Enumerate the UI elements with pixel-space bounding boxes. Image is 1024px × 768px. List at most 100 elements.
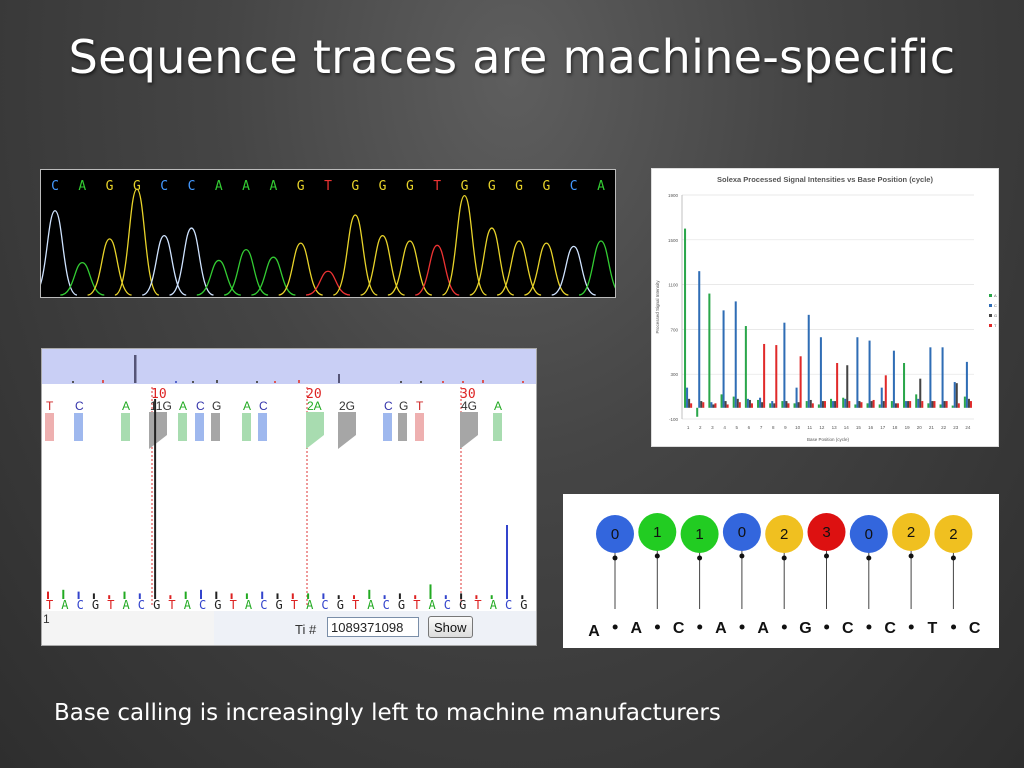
flowgram-footer-left bbox=[42, 611, 214, 645]
bar-A bbox=[744, 326, 747, 408]
bar-C bbox=[844, 398, 847, 408]
x-tick-label: 5 bbox=[735, 425, 738, 430]
bar-C bbox=[892, 350, 895, 408]
colorspace-base: C bbox=[842, 620, 854, 637]
bar-C bbox=[917, 398, 920, 408]
x-axis-label: Base Position (cycle) bbox=[807, 437, 850, 442]
flowgram-top-call: 4G bbox=[461, 399, 477, 413]
flowgram-homopolymer-wedge bbox=[306, 412, 324, 449]
flowgram-call-box bbox=[383, 413, 392, 441]
flowgram-top-call: C bbox=[75, 399, 84, 413]
bar-G bbox=[797, 402, 800, 408]
color-space-svg: 0 1 1 0 2 3 0 2 2 A A C A A G C C T C bbox=[588, 513, 981, 640]
bar-T bbox=[690, 403, 693, 408]
chromatogram-base-call: C bbox=[160, 179, 168, 194]
colorspace-base: C bbox=[673, 620, 685, 637]
chromatogram-peak bbox=[251, 256, 296, 296]
flow-signal-bar bbox=[245, 593, 248, 599]
bar-A bbox=[915, 394, 918, 408]
overview-tick bbox=[175, 381, 177, 383]
x-tick-label: 13 bbox=[832, 425, 838, 430]
legend-swatch bbox=[989, 324, 992, 327]
bar-T bbox=[836, 363, 839, 408]
bar-C bbox=[734, 301, 737, 408]
colorspace-circle bbox=[596, 515, 634, 553]
flow-signal-bar bbox=[108, 595, 111, 599]
flowgram-call-box bbox=[121, 413, 130, 441]
colorspace-circle bbox=[934, 515, 973, 553]
flow-signal-bar bbox=[506, 525, 508, 599]
x-tick-label: 3 bbox=[711, 425, 714, 430]
bar-A bbox=[903, 363, 906, 408]
flowgram-sequence-base: C bbox=[260, 598, 267, 612]
chromatogram-peak bbox=[223, 248, 269, 296]
chromatogram-peak bbox=[196, 259, 241, 296]
flowgram-sequence-base: T bbox=[168, 598, 175, 612]
flowgram-sequence-base: T bbox=[230, 598, 237, 612]
colorspace-join-dot bbox=[781, 624, 787, 630]
colorspace-digit: 1 bbox=[653, 524, 661, 541]
colorspace-digit: 0 bbox=[738, 524, 746, 541]
bar-G bbox=[736, 398, 739, 408]
bar-A bbox=[878, 404, 881, 408]
chromatogram-base-call: A bbox=[269, 179, 277, 194]
flowgram-call-box bbox=[242, 413, 251, 441]
flowgram-call-box bbox=[258, 413, 267, 441]
chromatogram-base-call: A bbox=[78, 179, 86, 194]
colorspace-base: T bbox=[928, 620, 938, 637]
bar-G bbox=[809, 399, 812, 408]
overview-tick bbox=[256, 381, 258, 383]
flowgram-sequence-base: C bbox=[505, 598, 512, 612]
solexa-chart-svg: Solexa Processed Signal Intensities vs B… bbox=[655, 175, 997, 442]
x-tick-label: 4 bbox=[723, 425, 726, 430]
chromatogram-peak bbox=[278, 242, 323, 296]
flowgram-index-label: 1 bbox=[43, 612, 50, 626]
flowgram-sequence-base: T bbox=[46, 598, 53, 612]
colorspace-dot bbox=[781, 555, 787, 561]
bar-C bbox=[941, 347, 944, 408]
bar-T bbox=[860, 402, 863, 408]
bar-T bbox=[823, 401, 826, 408]
flowgram-sequence-base: T bbox=[107, 598, 114, 612]
flow-signal-bar bbox=[92, 593, 95, 599]
colorspace-circle bbox=[892, 513, 931, 551]
overview-tick bbox=[400, 381, 402, 383]
colorspace-circle bbox=[680, 515, 719, 553]
bar-C bbox=[880, 387, 883, 408]
chromatogram-peak bbox=[114, 188, 160, 296]
flowgram-svg: 10 20 30T C A 11G A C G A C 2A 2G C G T 4G AT A C G T A C G T A C G T… bbox=[42, 349, 536, 645]
slide-caption: Base calling is increasingly left to mac… bbox=[54, 700, 721, 726]
flowgram-call-box bbox=[493, 413, 502, 441]
legend-swatch bbox=[989, 294, 992, 297]
bar-A bbox=[817, 404, 820, 408]
chromatogram-base-call: C bbox=[570, 179, 578, 194]
flow-signal-bar bbox=[123, 591, 126, 599]
colorspace-digit: 3 bbox=[822, 524, 830, 541]
bar-C bbox=[868, 340, 871, 408]
bar-T bbox=[969, 401, 972, 408]
bar-T bbox=[799, 356, 802, 408]
x-tick-label: 10 bbox=[795, 425, 801, 430]
flow-signal-bar bbox=[368, 589, 371, 599]
ti-number-input[interactable] bbox=[327, 617, 419, 637]
flowgram-sequence-base: G bbox=[214, 598, 221, 612]
overview-tick bbox=[274, 381, 276, 383]
bar-T bbox=[933, 401, 936, 408]
chromatogram-peak bbox=[496, 240, 542, 296]
bar-A bbox=[732, 396, 735, 408]
flowgram-top-call: 11G bbox=[150, 399, 172, 413]
flowgram-sequence-base: G bbox=[459, 598, 466, 612]
bar-T bbox=[775, 345, 778, 408]
flowgram-sequence-base: A bbox=[429, 598, 437, 612]
x-tick-label: 24 bbox=[965, 425, 971, 430]
bar-G bbox=[894, 403, 897, 408]
bar-C bbox=[783, 322, 786, 408]
bar-A bbox=[720, 394, 723, 408]
bar-C bbox=[807, 314, 810, 408]
show-button[interactable]: Show bbox=[428, 616, 473, 638]
flowgram-sequence-base: A bbox=[245, 598, 253, 612]
bar-A bbox=[854, 404, 857, 408]
bar-T bbox=[945, 401, 948, 408]
x-tick-label: 1 bbox=[687, 425, 690, 430]
chromatogram-base-call: G bbox=[542, 179, 550, 194]
